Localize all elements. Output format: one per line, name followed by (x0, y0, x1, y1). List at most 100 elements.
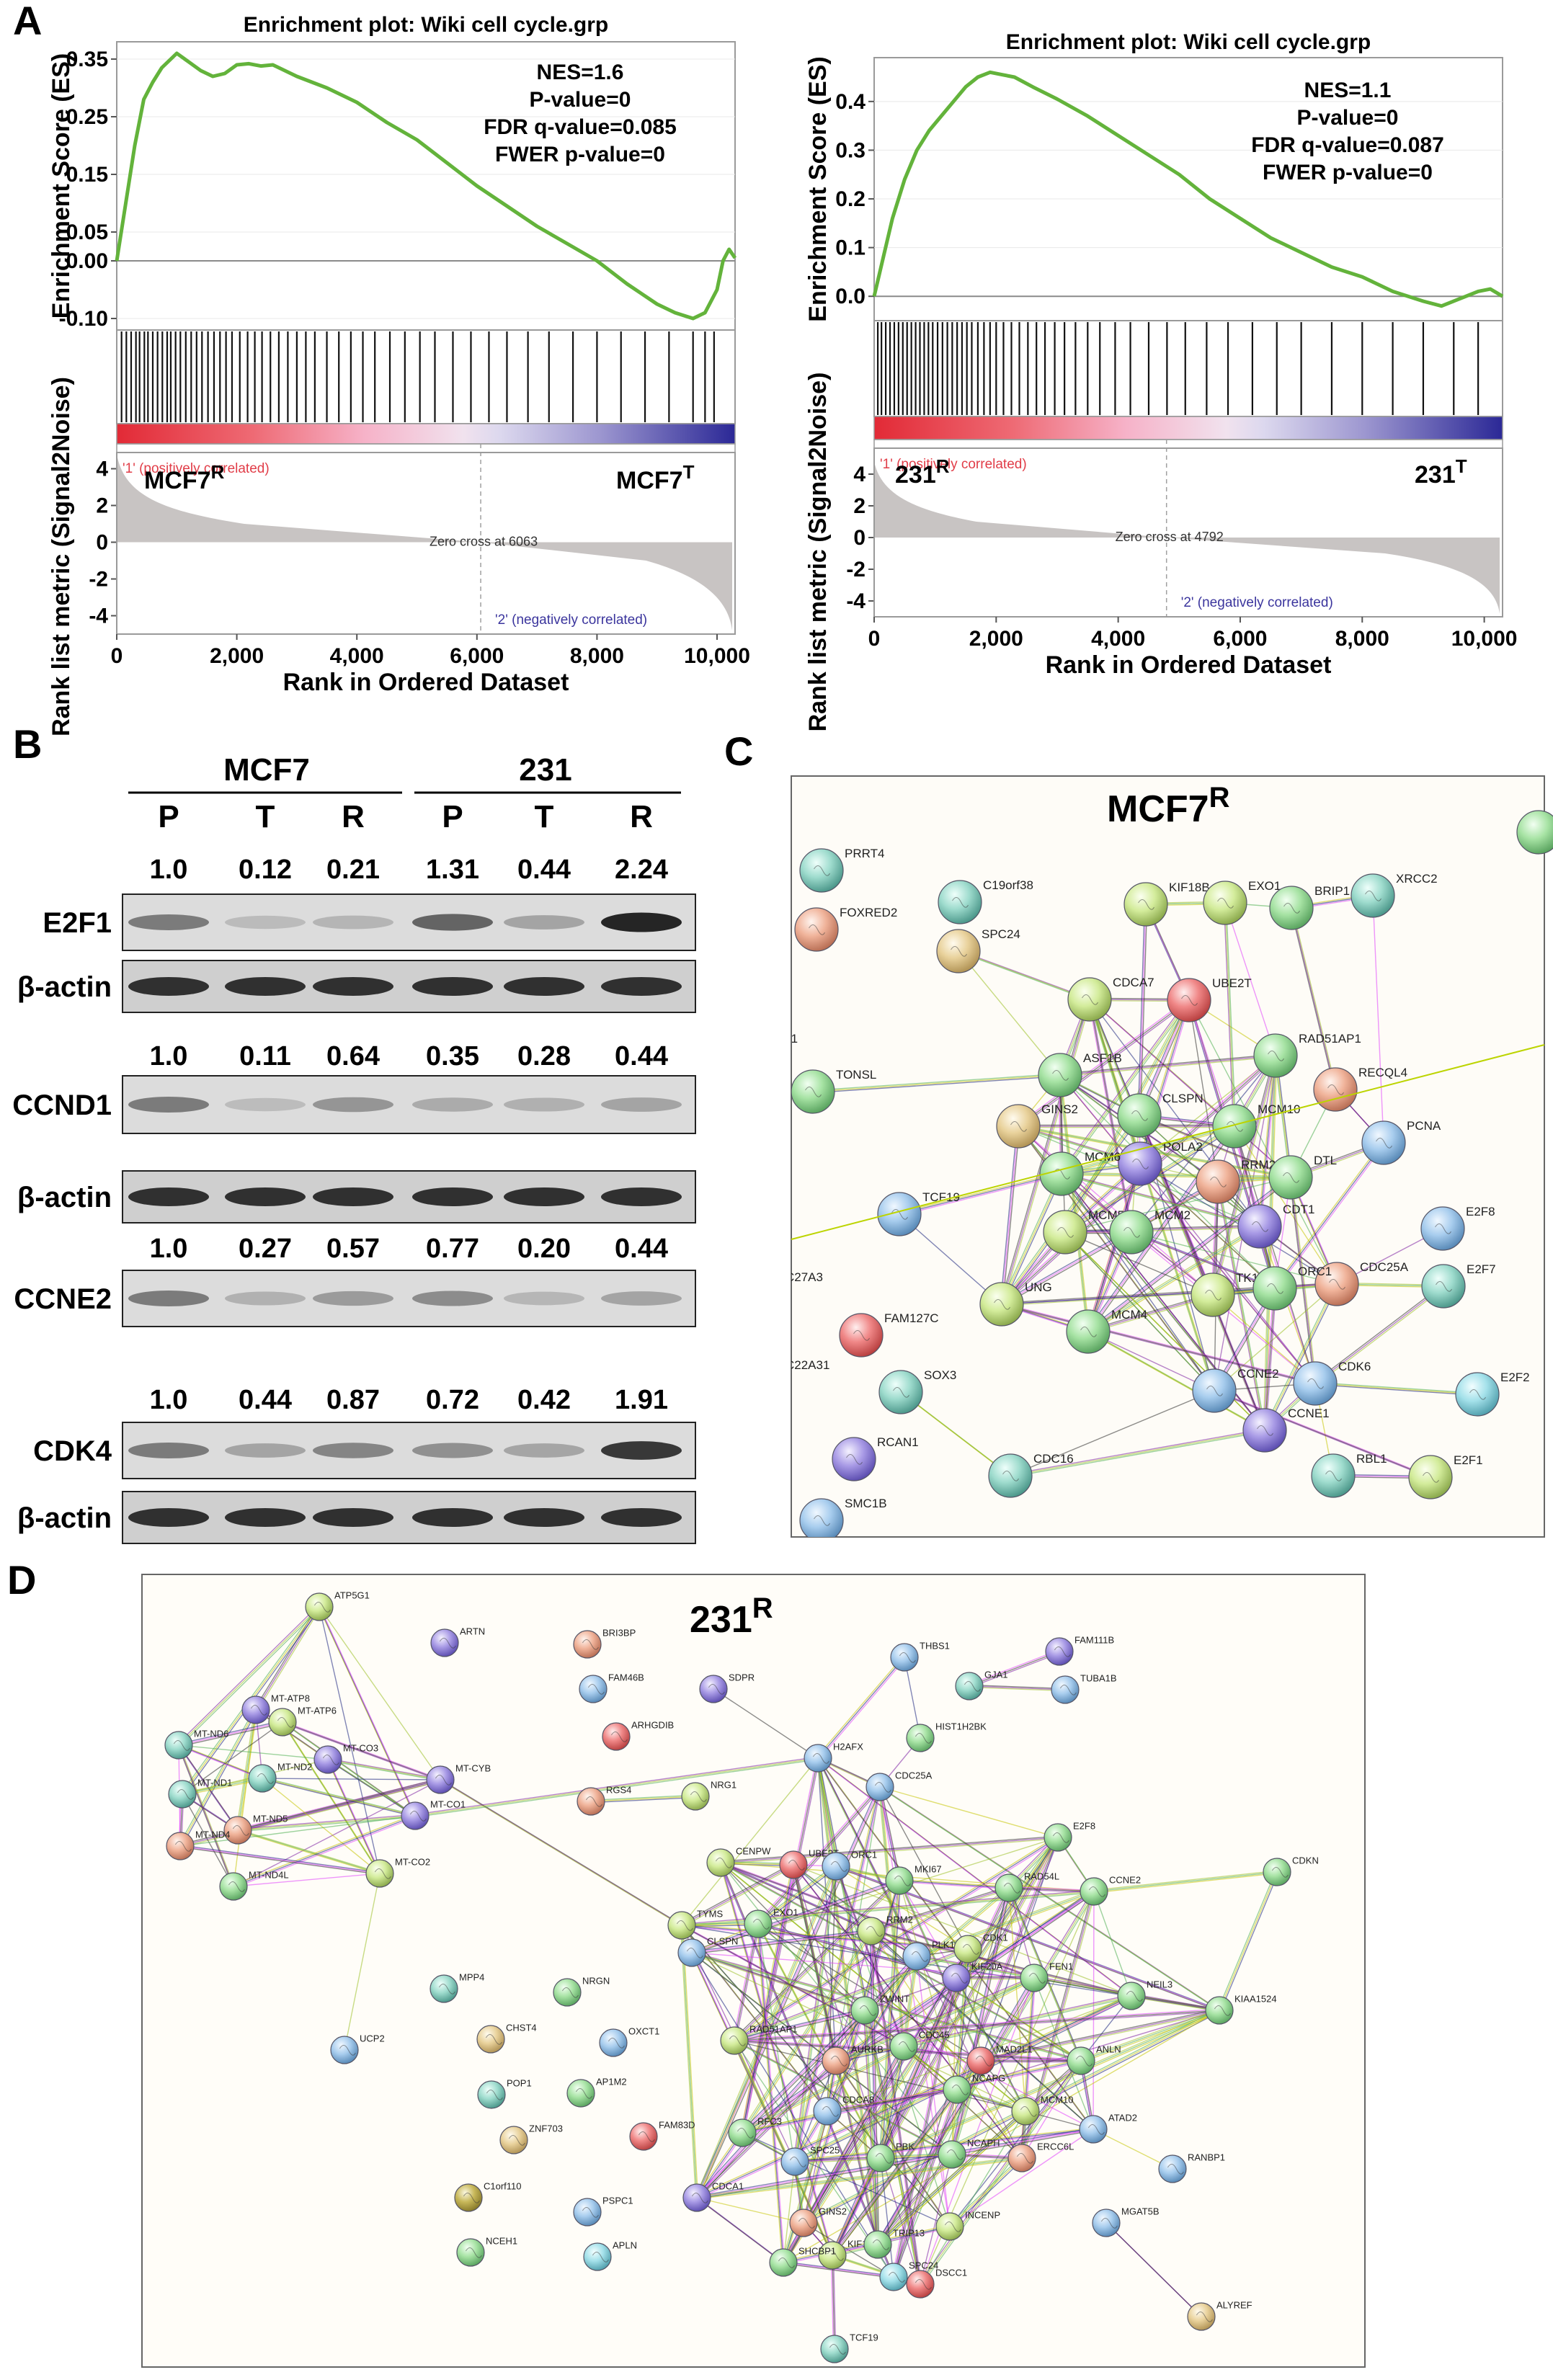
node-structure (814, 1515, 830, 1526)
node-label: FAM46B (608, 1672, 644, 1683)
band (128, 1097, 209, 1113)
network-edge (232, 1814, 414, 1886)
network-node (330, 2036, 359, 2064)
network-edge (902, 1994, 1131, 2046)
node-label: ZWINT (880, 1994, 909, 2005)
network-edge (794, 2157, 881, 2162)
network-edge (864, 2010, 878, 2245)
node-structure (898, 2041, 915, 2052)
densitometry-value: 0.57 (326, 1234, 380, 1264)
lane-label: T (256, 799, 275, 834)
metric-tick-label: 0 (96, 531, 108, 555)
network-edge (899, 1173, 1062, 1215)
band (225, 1097, 306, 1112)
node-label: GJA1 (984, 1670, 1008, 1680)
neg-corr-label: '2' (negatively correlated) (495, 612, 647, 628)
network-edge (900, 1174, 1063, 1216)
network-node (789, 2209, 818, 2237)
network-edge (179, 1815, 416, 1847)
network-edge (1223, 901, 1234, 1126)
band (313, 1508, 393, 1527)
node-structure (1206, 1386, 1223, 1396)
network-edge (1264, 1283, 1338, 1431)
band (504, 915, 584, 930)
densitometry-value: 1.0 (150, 855, 188, 885)
band (504, 1443, 584, 1458)
network-title: MCF7R (1107, 782, 1230, 830)
network-node (953, 1935, 982, 1964)
network-edge (916, 1891, 1095, 1957)
network-edge (263, 1778, 417, 1818)
network-edge (830, 2087, 956, 2255)
node-label: RAD51AP1 (749, 2024, 797, 2035)
node-structure (891, 1209, 908, 1220)
network-node (1051, 1675, 1080, 1704)
network-edge (1087, 998, 1214, 1390)
network-node (1408, 1455, 1453, 1499)
node-structure (485, 2034, 502, 2045)
network-node (822, 2046, 850, 2075)
network-node (1039, 1151, 1084, 1196)
network-node (1092, 2209, 1121, 2237)
network-node (1242, 1408, 1287, 1453)
node-label: RRM2 (1241, 1158, 1276, 1172)
node-structure (1271, 1867, 1289, 1878)
node-structure (232, 1825, 249, 1836)
network-edge (179, 1778, 440, 1846)
network-edge (1002, 1127, 1020, 1306)
network-node (430, 1974, 458, 2003)
network-edge (283, 1723, 382, 1875)
rank-gap-box (116, 443, 736, 453)
densitometry-value: 1.91 (615, 1385, 668, 1415)
node-label: NEIL3 (1147, 1979, 1172, 1990)
network-edge (1265, 1289, 1277, 1432)
blot-label: β-actin (17, 971, 112, 1003)
network-node (477, 2080, 506, 2109)
node-label: CDCA1 (712, 2181, 744, 2192)
node-structure (866, 1926, 883, 1937)
x-tick-label: 8,000 (1335, 627, 1389, 651)
band (128, 1291, 209, 1306)
node-label: ARHGDIB (631, 1720, 674, 1731)
densitometry-value: 0.44 (517, 855, 571, 885)
network-edge (758, 1925, 786, 2264)
network-edge (178, 1744, 263, 1779)
network-edge (1217, 1871, 1277, 2010)
band (601, 977, 682, 996)
network-edge (837, 2062, 952, 2228)
network-edge (691, 1880, 900, 1953)
node-structure (894, 1876, 911, 1886)
network-edge (1033, 1977, 1094, 2130)
node-structure (853, 1330, 870, 1341)
network-edge (179, 1746, 236, 1888)
densitometry-value: 0.12 (239, 855, 292, 885)
node-structure (1052, 1070, 1069, 1081)
network-edge (816, 1757, 878, 2244)
network-node (1263, 1858, 1291, 1886)
network-edge (1132, 1232, 1276, 1291)
band (601, 1508, 682, 1527)
network-edge (696, 2197, 804, 2224)
network-node (822, 1852, 850, 1881)
group-right-label: 231T (1415, 455, 1467, 489)
node-label: E2F2 (1500, 1370, 1530, 1384)
network-edge (1001, 1115, 1140, 1305)
network-node (1516, 810, 1553, 855)
network-edge (826, 2087, 956, 2111)
network-edge (920, 2154, 953, 2285)
network-edge (179, 1779, 441, 1847)
network-edge (1234, 1126, 1338, 1285)
network-edge (178, 1744, 329, 1760)
rank-metric-area (874, 461, 1500, 614)
node-label: XRCC2 (1396, 872, 1438, 886)
densitometry-value: 0.44 (239, 1385, 292, 1415)
node-structure (830, 2056, 847, 2067)
network-edge (1314, 1381, 1477, 1394)
network-edge (734, 2040, 1026, 2112)
band (601, 1441, 682, 1460)
network-node (902, 1942, 931, 1971)
network-edge (757, 1866, 837, 1925)
network-edge (236, 1828, 379, 1873)
band (313, 1291, 393, 1306)
node-structure (814, 865, 830, 876)
